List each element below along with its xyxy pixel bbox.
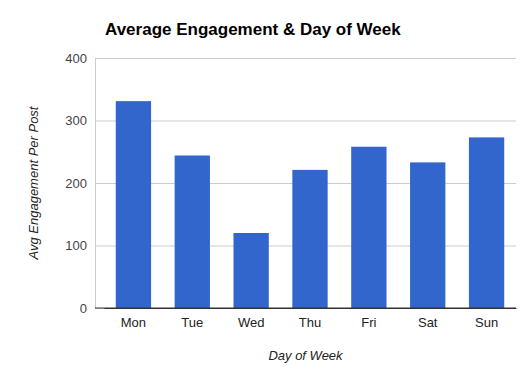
- x-tick-label: Wed: [238, 315, 265, 330]
- x-tick-label: Tue: [181, 315, 203, 330]
- x-tick: Tue: [181, 315, 203, 330]
- x-axis: Mon Tue Wed Thu Fri Sat Sun: [105, 309, 517, 331]
- x-tick: Sat: [418, 315, 438, 330]
- bar: [233, 233, 268, 308]
- baseline: [95, 308, 516, 309]
- y-axis-title: Avg Engagement Per Post: [26, 105, 41, 260]
- y-tick-label: 200: [65, 176, 87, 191]
- y-tick-label: 300: [65, 113, 87, 128]
- x-tick-label: Fri: [361, 315, 376, 330]
- x-tick-label: Sun: [475, 315, 498, 330]
- bar: [116, 101, 151, 308]
- y-axis: 0 100 200 300 400: [65, 51, 516, 316]
- bars: [116, 101, 504, 308]
- x-tick: Wed: [238, 315, 265, 330]
- y-tick-label: 0: [80, 301, 87, 316]
- title: Average Engagement & Day of Week: [105, 20, 401, 39]
- bar: [410, 162, 445, 308]
- x-tick-label: Mon: [121, 315, 146, 330]
- x-tick: Sun: [475, 315, 498, 330]
- y-tick-label: 400: [65, 51, 87, 66]
- y-tick-label: 100: [65, 238, 87, 253]
- grid-line: [95, 308, 516, 309]
- bar: [175, 156, 210, 309]
- x-tick-label: Thu: [299, 315, 321, 330]
- x-tick: Thu: [299, 315, 321, 330]
- x-tick: Fri: [361, 315, 376, 330]
- bar: [292, 170, 327, 308]
- bar: [351, 147, 386, 308]
- y-tick: 400: [65, 51, 516, 66]
- x-tick: Mon: [121, 315, 146, 330]
- chart: 0 100 200 300 400 Mon Tue Wed Thu Fri Sat Sun Averag…: [0, 0, 531, 379]
- grid-line: [95, 58, 516, 59]
- grid-line: [95, 121, 516, 122]
- x-axis-title: Day of Week: [268, 348, 344, 363]
- x-tick-label: Sat: [418, 315, 438, 330]
- bar: [469, 137, 504, 308]
